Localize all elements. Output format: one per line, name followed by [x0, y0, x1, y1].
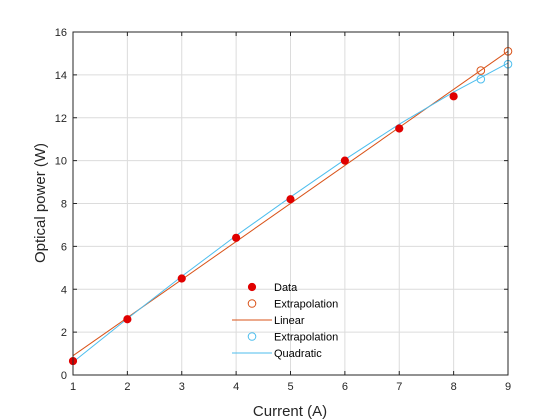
legend-entry: Linear — [232, 315, 305, 327]
legend-marker-swatch — [247, 282, 257, 292]
x-tick-label: 3 — [179, 381, 185, 393]
data-point — [123, 315, 132, 324]
x-tick-label: 4 — [233, 381, 239, 393]
legend: Data Extrapolation Linear Extrapolation Quad… — [232, 282, 338, 360]
x-tick-label: 1 — [70, 381, 76, 393]
legend-marker-swatch — [247, 332, 257, 341]
x-tick-label: 2 — [124, 381, 130, 393]
x-tick-label: 5 — [287, 381, 293, 393]
legend-entry: Data — [247, 282, 298, 294]
legend-entry: Quadratic — [232, 348, 322, 360]
data-point — [449, 92, 458, 101]
series-layer — [68, 46, 513, 366]
legend-label: Data — [274, 282, 298, 294]
y-tick-label: 12 — [55, 113, 67, 125]
legend-entry: Extrapolation — [247, 332, 338, 344]
y-axis-label: Optical power (W) — [32, 143, 49, 263]
legend-entry: Extrapolation — [247, 299, 338, 311]
legend-label: Extrapolation — [274, 299, 338, 311]
legend-label: Quadratic — [274, 348, 322, 360]
data-point — [232, 233, 241, 242]
y-tick-label: 14 — [55, 70, 67, 82]
data-point — [286, 195, 295, 204]
x-tick-label: 6 — [342, 381, 348, 393]
y-tick-label: 8 — [61, 199, 67, 211]
y-tick-label: 4 — [61, 284, 67, 296]
x-tick-label: 9 — [505, 381, 511, 393]
data-point — [395, 124, 404, 133]
data-point — [340, 156, 349, 165]
legend-label: Linear — [274, 315, 305, 327]
y-tick-label: 0 — [61, 370, 67, 382]
y-tick-label: 6 — [61, 241, 67, 253]
x-tick-label: 8 — [451, 381, 457, 393]
extrapolation-point — [476, 74, 486, 84]
x-tick-label: 7 — [396, 381, 402, 393]
legend-marker-swatch — [247, 299, 257, 308]
y-tick-label: 2 — [61, 327, 67, 339]
data-point — [177, 274, 186, 283]
grid — [72, 31, 509, 376]
y-tick-label: 16 — [55, 27, 67, 39]
extrapolation-point — [476, 66, 486, 75]
y-tick-label: 10 — [55, 156, 67, 168]
legend-label: Extrapolation — [274, 332, 338, 344]
x-axis-label: Current (A) — [253, 403, 327, 420]
